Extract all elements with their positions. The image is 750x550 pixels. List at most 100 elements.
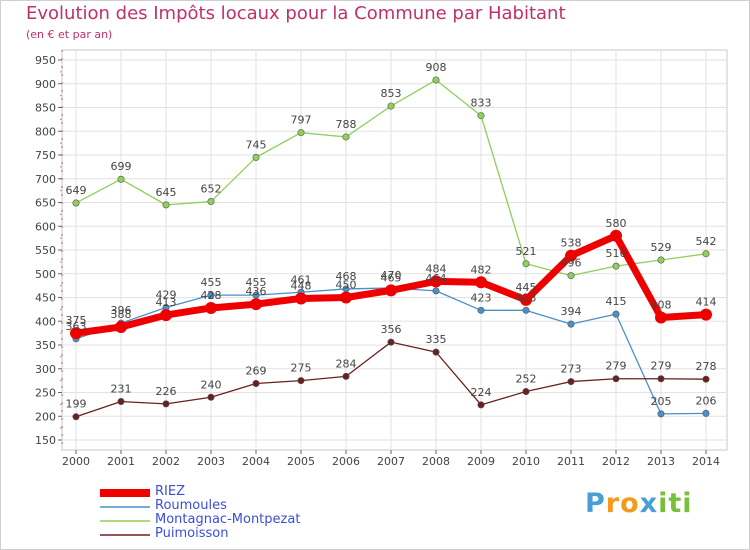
y-tick-label: 850 <box>35 102 56 115</box>
data-point <box>70 327 82 340</box>
data-label: 428 <box>201 289 222 302</box>
data-point <box>252 379 260 387</box>
x-tick-label: 2001 <box>107 455 135 468</box>
logo-letter: P <box>585 488 606 519</box>
logo-letter: o <box>620 488 640 519</box>
data-label: 448 <box>291 279 312 292</box>
data-label: 649 <box>66 184 87 197</box>
y-tick-label: 550 <box>35 244 56 257</box>
data-label: 699 <box>111 160 132 173</box>
proxiti-logo: Proxiti <box>585 488 693 519</box>
data-point <box>205 301 217 314</box>
data-point <box>477 306 485 314</box>
data-point <box>477 401 485 409</box>
grid-lines <box>62 50 727 450</box>
data-point <box>567 272 575 280</box>
data-point <box>522 388 530 396</box>
logo-letter: r <box>605 488 621 519</box>
legend-label: Roumoules <box>155 498 227 513</box>
data-point <box>655 311 667 324</box>
data-point <box>297 377 305 385</box>
data-label: 455 <box>201 276 222 289</box>
data-label: 445 <box>516 281 537 294</box>
data-point <box>207 198 215 206</box>
y-tick-label: 900 <box>35 78 56 91</box>
data-label: 464 <box>426 272 447 285</box>
data-label: 278 <box>696 360 717 373</box>
data-label: 482 <box>471 263 492 276</box>
data-label: 423 <box>516 291 537 304</box>
data-label: 908 <box>426 61 447 74</box>
logo-letter: i <box>658 488 669 519</box>
y-tick-label: 500 <box>35 268 56 281</box>
data-label: 394 <box>561 305 582 318</box>
data-point <box>702 375 710 383</box>
data-point <box>295 292 307 305</box>
data-point <box>565 249 577 262</box>
data-label: 450 <box>336 279 357 292</box>
data-point <box>432 287 440 295</box>
data-label: 415 <box>606 295 627 308</box>
data-label: 388 <box>111 308 132 321</box>
data-label: 356 <box>381 323 402 336</box>
data-point <box>340 291 352 304</box>
data-point <box>342 133 350 141</box>
data-point <box>567 378 575 386</box>
data-point <box>657 410 665 418</box>
data-point <box>522 306 530 314</box>
data-labels: 649 699 645 652 745 797 788 853 908 833 521 496 516 5… <box>66 61 717 411</box>
data-label: 363 <box>66 320 87 333</box>
data-label: 465 <box>381 271 402 284</box>
data-label: 833 <box>471 97 492 110</box>
data-point <box>117 398 125 406</box>
data-label: 275 <box>291 362 312 375</box>
legend-label: Montagnac-Montpezat <box>155 512 301 527</box>
data-point <box>387 338 395 346</box>
y-tick-label: 650 <box>35 197 56 210</box>
x-tick-label: 2008 <box>422 455 450 468</box>
data-label: 279 <box>606 360 627 373</box>
x-tick-label: 2010 <box>512 455 540 468</box>
x-tick-label: 2002 <box>152 455 180 468</box>
data-label: 206 <box>696 394 717 407</box>
data-label: 468 <box>336 270 357 283</box>
data-point <box>160 309 172 322</box>
x-tick-label: 2014 <box>692 455 720 468</box>
data-point <box>520 293 532 306</box>
legend-label: RIEZ <box>155 484 185 499</box>
data-label: 645 <box>156 186 177 199</box>
y-tick-label: 400 <box>35 315 56 328</box>
data-label: 436 <box>246 285 267 298</box>
y-tick-label: 250 <box>35 387 56 400</box>
data-point <box>162 201 170 209</box>
data-label: 470 <box>381 269 402 282</box>
x-tick-label: 2012 <box>602 455 630 468</box>
y-tick-label: 950 <box>35 54 56 67</box>
legend-label: Puimoisson <box>155 526 229 541</box>
data-point <box>250 298 262 311</box>
y-tick-label: 750 <box>35 149 56 162</box>
y-tick-label: 350 <box>35 339 56 352</box>
data-label: 455 <box>246 276 267 289</box>
data-point <box>477 112 485 120</box>
data-label: 414 <box>696 296 717 309</box>
x-tick-label: 2004 <box>242 455 270 468</box>
data-label: 375 <box>66 314 87 327</box>
x-tick-label: 2006 <box>332 455 360 468</box>
x-tick-label: 2003 <box>197 455 225 468</box>
data-label: 797 <box>291 114 312 127</box>
data-label: 269 <box>246 364 267 377</box>
chart-subtitle: (en € et par an) <box>26 28 113 41</box>
logo-letter: t <box>668 488 683 519</box>
series-lines <box>70 76 712 421</box>
data-point <box>612 375 620 383</box>
data-point <box>162 400 170 408</box>
x-tick-label: 2009 <box>467 455 495 468</box>
x-tick-label: 2011 <box>557 455 585 468</box>
data-label: 335 <box>426 333 447 346</box>
x-tick-label: 2013 <box>647 455 675 468</box>
data-label: 279 <box>651 360 672 373</box>
y-tick-label: 300 <box>35 363 56 376</box>
data-label: 529 <box>651 241 672 254</box>
data-label: 538 <box>561 237 582 250</box>
